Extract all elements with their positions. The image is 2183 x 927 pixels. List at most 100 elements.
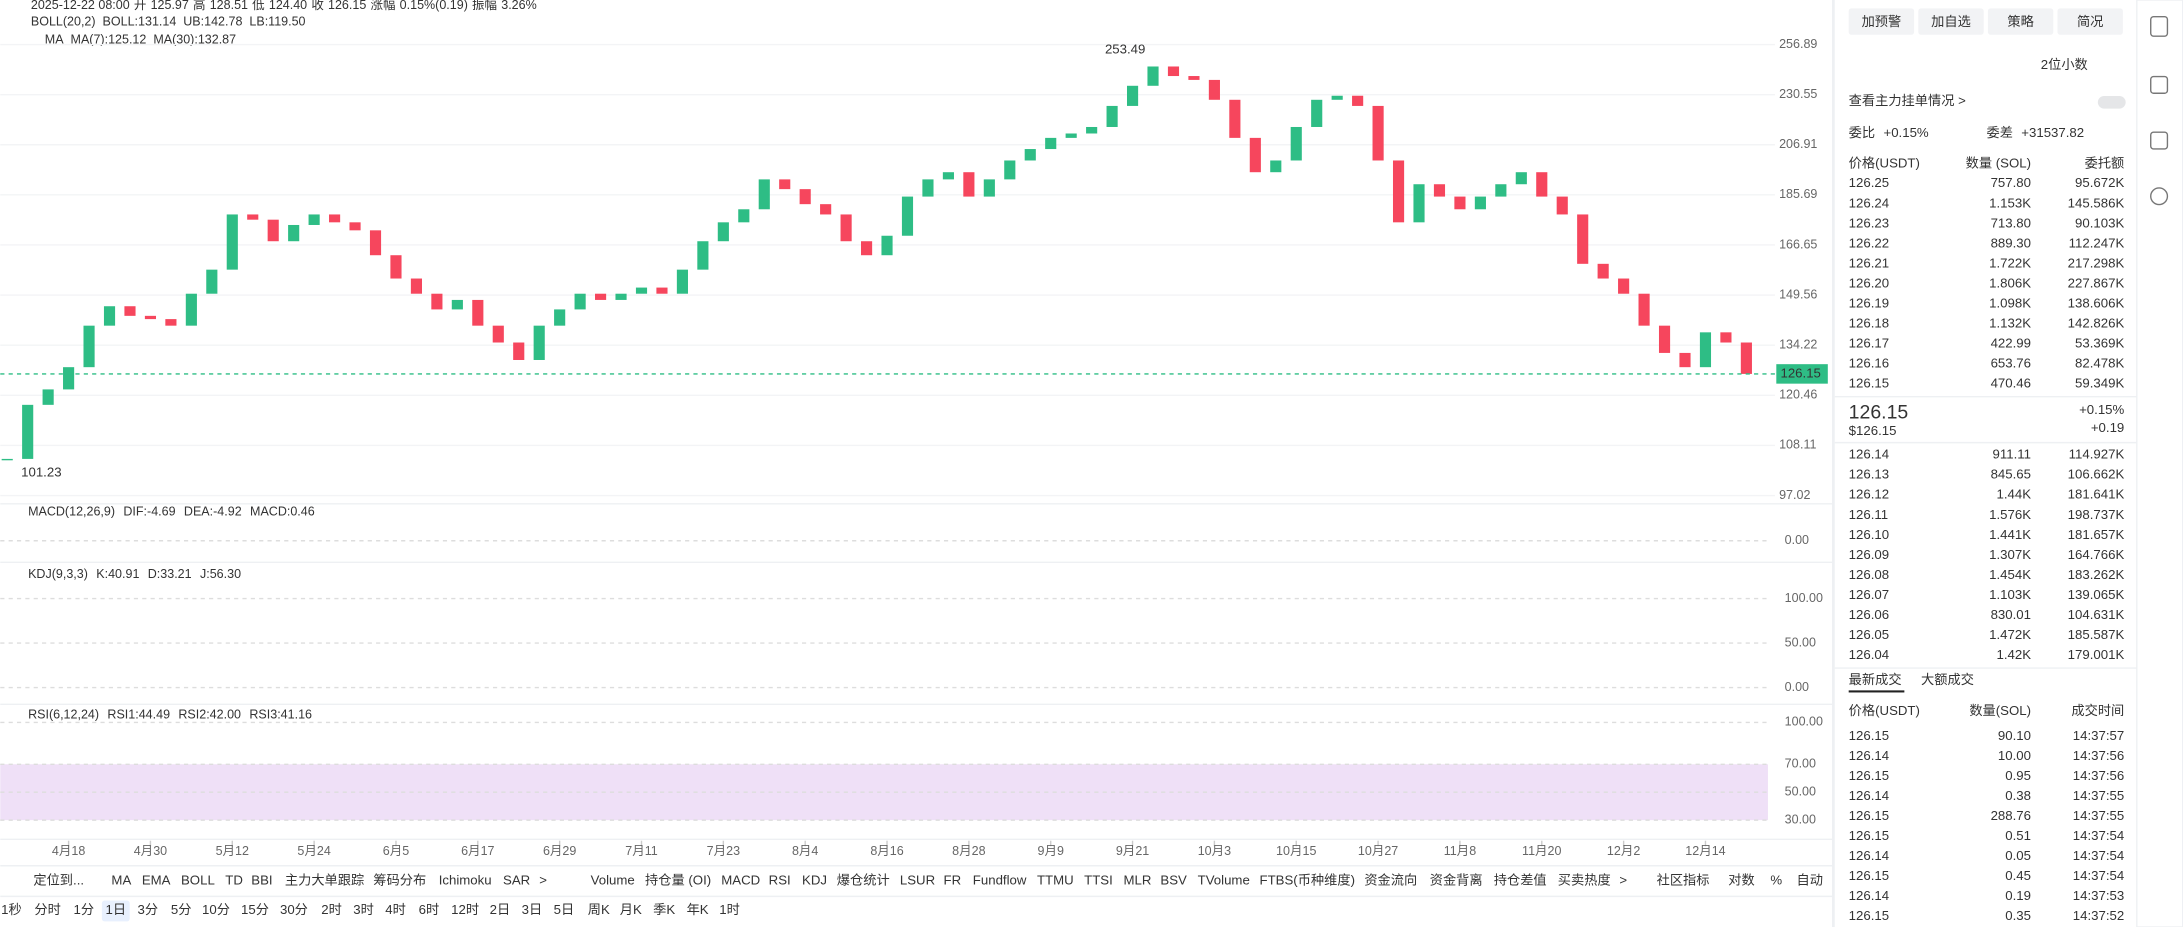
toolbar-item[interactable]: MACD [721,873,760,888]
timeframe-item[interactable]: 3分 [138,902,159,917]
x-tick-label: 9月21 [1116,844,1149,858]
candle [1045,137,1057,150]
toolbar-item[interactable]: % [1770,873,1782,888]
timeframe-item[interactable]: 4时 [385,902,406,917]
trade-qty: 0.19 [2005,888,2031,903]
toolbar-item[interactable]: > [1619,873,1627,888]
candle [1413,184,1425,223]
candle [1167,66,1180,77]
timeframe-item[interactable]: 6时 [419,902,440,917]
timeframe-item[interactable]: 3日 [522,902,543,917]
candle [554,309,566,326]
toolbar-item[interactable]: BSV [1160,873,1187,888]
panel-button[interactable] [2057,8,2123,35]
timeframe-item[interactable]: 30分 [280,902,308,917]
toolbar-item[interactable]: 定位到... [33,873,84,888]
toggle[interactable] [2097,96,2126,109]
toolbar-item[interactable]: Ichimoku [439,873,492,888]
toolbar-item[interactable]: > [539,873,547,888]
side-icon[interactable] [2150,187,2169,206]
candle [1740,342,1752,374]
tab[interactable]: 大额成交 [1921,671,1974,687]
toolbar-item[interactable]: 持仓量 (OI) [645,873,711,888]
timeframe-item[interactable]: 周K [588,902,610,917]
side-icon[interactable] [2150,131,2169,150]
side-icon[interactable] [2150,16,2169,37]
toolbar-item[interactable]: 社区指标 [1657,873,1710,888]
timeframe-item[interactable]: 1日 [105,902,126,917]
toolbar-item[interactable]: FR [943,873,961,888]
timeframe-item[interactable]: 15分 [241,902,269,917]
timeframe-item[interactable]: 1分 [73,902,94,917]
timeframe-item[interactable]: 月K [620,902,642,917]
candle [329,214,341,223]
timeframe-item[interactable]: 分时 [34,902,60,917]
timeframe-item[interactable]: 10分 [202,902,230,917]
toolbar-item[interactable]: MLR [1123,873,1151,888]
timeframe-item[interactable]: 5分 [171,902,192,917]
kdj-label: J:56.30 [200,567,241,581]
panel-button-text: 加预警 [1862,14,1902,29]
candle [1392,160,1405,223]
timeframe-item[interactable]: 年K [687,902,709,917]
toolbar-item[interactable]: 筹码分布 [373,872,426,888]
trade-price: 126.14 [1849,888,1889,903]
toolbar-item[interactable]: 资金背离 [1430,872,1483,888]
toolbar-item[interactable]: 爆仓统计 [837,873,890,888]
toolbar-item[interactable]: Fundflow [973,873,1027,888]
toolbar-item[interactable]: Volume [591,873,635,888]
candle [1,458,13,461]
toolbar-item[interactable]: TD [225,873,243,888]
x-tick-label: 12月2 [1607,844,1640,858]
panel-button[interactable] [1848,8,1915,35]
candle [533,325,545,360]
timeframe-item[interactable]: 12时 [451,902,479,917]
timeframe-item[interactable]: 5日 [554,902,575,917]
toolbar-item[interactable]: EMA [142,873,171,888]
toolbar-item[interactable]: TTSI [1084,873,1113,888]
toolbar-item[interactable]: 买卖热度 [1558,873,1611,888]
toolbar-item[interactable]: TTMU [1037,873,1074,888]
toolbar-item[interactable]: 自动 [1796,873,1822,888]
candle [1290,126,1302,161]
panel-button[interactable] [1918,8,1984,35]
trade-qty: 0.45 [2005,868,2031,883]
trade-price: 126.14 [1849,748,1889,763]
sidebar [2136,0,2183,927]
timeframe-item[interactable]: 2日 [490,902,511,917]
toolbar-item[interactable]: BBI [251,873,272,888]
timeframe-item[interactable]: 1时 [719,902,740,917]
bid-price: 126.08 [1849,567,1889,582]
toolbar-item[interactable]: FTBS(币种维度) [1260,873,1355,888]
panel-button[interactable] [1987,8,2054,35]
side-icon[interactable] [2150,75,2169,94]
trade-total: 14:37:53 [2073,888,2124,903]
trade-price: 126.15 [1849,828,1889,843]
boll-label: BOLL(20,2) [31,15,96,29]
trade-price: 126.15 [1849,908,1889,923]
depth-link[interactable]: 查看主力挂单情况 > [1849,93,1966,108]
timeframe-item[interactable]: 2时 [321,902,342,917]
bid-qty: 1.576K [1989,507,2031,522]
timeframe-item[interactable]: 3时 [353,902,374,917]
candle [1004,160,1016,180]
candle [1515,172,1527,185]
x-tick-label: 6月17 [461,844,494,858]
bid-qty: 1.44K [1996,487,2031,502]
timeframe-item[interactable]: 季K [653,902,675,917]
toolbar-item[interactable]: TVolume [1198,873,1250,888]
toolbar-item[interactable]: 持仓差值 [1494,873,1547,888]
rsi-label: RSI3:41.16 [249,708,312,722]
toolbar-item[interactable]: MA [111,873,131,888]
toolbar-item[interactable]: BOLL [181,873,215,888]
toolbar-item[interactable]: 主力大单跟踪 [285,873,364,888]
timeframe-item[interactable]: 1秒 [1,902,22,917]
toolbar-item[interactable]: LSUR [900,873,935,888]
toolbar-item[interactable]: 资金流向 [1364,873,1417,888]
bid-total: 181.641K [2068,487,2125,502]
toolbar-item[interactable]: RSI [769,873,791,888]
toolbar-item[interactable]: KDJ [802,873,827,888]
toolbar-item[interactable]: SAR [503,873,530,888]
tab[interactable]: 最新成交 [1849,671,1902,687]
toolbar-item[interactable]: 对数 [1728,873,1754,888]
